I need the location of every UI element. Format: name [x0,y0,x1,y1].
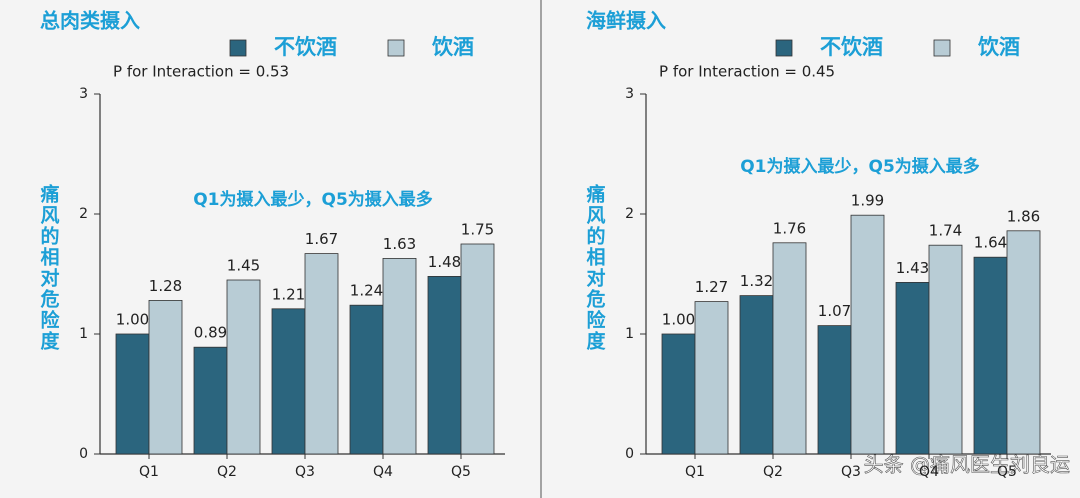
y-tick-label: 0 [625,446,634,462]
value-label: 1.00 [662,311,695,329]
value-label: 1.48 [428,253,461,271]
legend-swatch [933,39,951,57]
value-label: 1.07 [818,302,851,320]
bar [973,256,1008,455]
value-label: 1.86 [1007,207,1040,225]
note: Q1为摄入最少，Q5为摄入最多 [740,156,980,177]
legend-label: 不饮酒 [820,35,883,59]
legend-swatch [229,39,247,57]
bar [193,346,228,455]
legend-swatch [775,39,793,57]
value-label: 1.67 [305,230,338,248]
value-label: 1.32 [740,272,773,290]
value-label: 1.74 [929,222,962,240]
bar [817,325,852,455]
bar [148,299,183,455]
value-label: 1.76 [773,219,806,237]
y-tick-label: 3 [79,86,88,102]
x-tick-label: Q3 [295,464,315,480]
value-label: 1.27 [695,278,728,296]
bar [1006,230,1041,455]
value-label: 1.99 [851,192,884,210]
y-tick-label: 3 [625,86,634,102]
watermark: 头条 @痛风医生刘良运 [864,453,1070,477]
x-tick-label: Q3 [841,464,861,480]
value-label: 1.45 [227,257,260,275]
y-tick-label: 1 [625,326,634,342]
x-tick-label: Q4 [919,464,939,480]
bar [226,279,261,455]
bar [304,253,339,455]
y-tick-label: 1 [79,326,88,342]
legend-label: 饮酒 [431,35,474,59]
legend-swatch [387,39,405,57]
value-label: 1.43 [896,259,929,277]
bar [271,308,306,455]
bar [460,243,495,455]
y-tick-label: 2 [79,206,88,222]
y-axis-label: 痛风的相对危险度 [38,183,60,352]
bar [349,304,384,455]
bar [694,301,729,455]
bar [382,257,417,455]
x-tick-label: Q2 [763,464,783,480]
x-tick-label: Q1 [685,464,705,480]
chart-title: 海鲜摄入 [586,9,666,33]
y-tick-label: 0 [79,446,88,462]
value-label: 1.24 [350,282,383,300]
value-label: 1.00 [116,311,149,329]
bar [661,333,696,455]
bar [115,333,150,455]
value-label: 0.89 [194,324,227,342]
x-tick-label: Q1 [139,464,159,480]
value-label: 1.63 [383,235,416,253]
value-label: 1.28 [149,277,182,295]
annotation: P for Interaction = 0.53 [113,63,289,81]
legend-label: 饮酒 [977,35,1020,59]
value-label: 1.64 [974,234,1007,252]
value-label: 1.75 [461,221,494,239]
x-tick-label: Q2 [217,464,237,480]
legend-label: 不饮酒 [274,35,337,59]
note: Q1为摄入最少，Q5为摄入最多 [193,189,433,210]
chart-title: 总肉类摄入 [40,9,140,33]
x-tick-label: Q5 [997,464,1017,480]
bar [928,244,963,455]
bar [739,295,774,455]
bar [427,275,462,455]
annotation: P for Interaction = 0.45 [659,63,835,81]
y-tick-label: 2 [625,206,634,222]
bar [850,214,885,455]
value-label: 1.21 [272,285,305,303]
y-axis-label: 痛风的相对危险度 [584,183,606,352]
x-tick-label: Q5 [451,464,471,480]
x-tick-label: Q4 [373,464,393,480]
bar [895,281,930,455]
bar [772,242,807,455]
